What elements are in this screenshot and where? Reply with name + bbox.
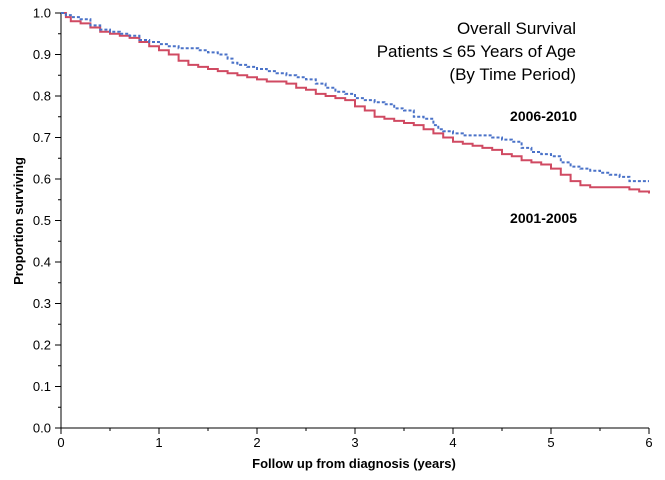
y-tick-label: 0.6	[33, 172, 51, 187]
y-tick-label: 0.9	[33, 47, 51, 62]
y-axis-label: Proportion surviving	[11, 157, 26, 285]
y-tick-label: 0.7	[33, 130, 51, 145]
x-tick-label: 3	[351, 435, 358, 450]
x-tick-label: 6	[645, 435, 652, 450]
x-tick-label: 4	[449, 435, 456, 450]
chart-title: Overall Survival Patients ≤ 65 Years of …	[377, 19, 576, 84]
y-tick-label: 0.0	[33, 421, 51, 436]
x-tick-label: 1	[155, 435, 162, 450]
y-tick-label: 0.4	[33, 255, 51, 270]
series-lines	[61, 12, 650, 194]
y-tick-label: 0.8	[33, 89, 51, 104]
series-label-2006-2010: 2006-2010	[510, 108, 577, 124]
x-axis-ticks: 0 1 2 3 4 5 6	[57, 428, 653, 450]
title-line-1: Overall Survival	[457, 19, 576, 38]
series-line-2006-2010	[61, 12, 649, 183]
series-line-2001-2005	[61, 12, 650, 194]
x-axis-label: Follow up from diagnosis (years)	[252, 456, 456, 471]
y-tick-label: 0.2	[33, 338, 51, 353]
y-tick-label: 1.0	[33, 6, 51, 21]
title-line-3: (By Time Period)	[449, 65, 576, 84]
y-tick-label: 0.1	[33, 379, 51, 394]
y-axis-ticks: 0.0 0.1 0.2 0.3 0.4 0.5 0.6 0.7 0.8 0.9 1.0	[33, 6, 61, 436]
y-tick-label: 0.3	[33, 296, 51, 311]
series-label-2001-2005: 2001-2005	[510, 210, 577, 226]
x-tick-label: 0	[57, 435, 64, 450]
y-tick-label: 0.5	[33, 213, 51, 228]
x-tick-label: 5	[547, 435, 554, 450]
x-tick-label: 2	[253, 435, 260, 450]
title-line-2: Patients ≤ 65 Years of Age	[377, 42, 576, 61]
